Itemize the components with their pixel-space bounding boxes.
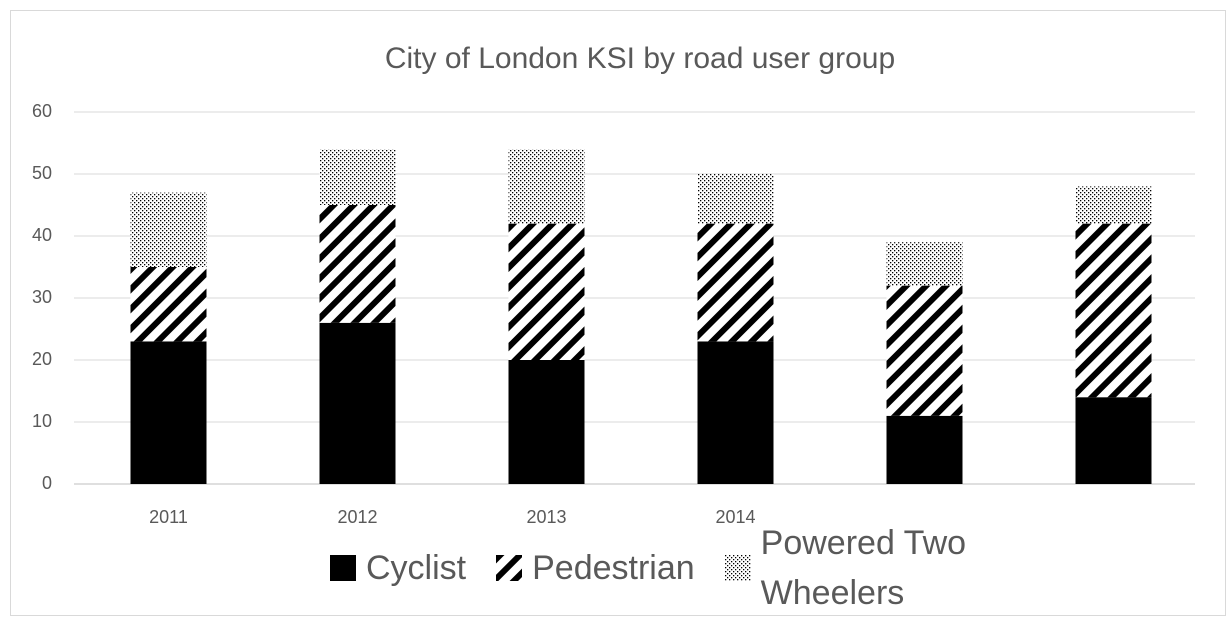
bar-segment [886, 415, 963, 484]
chart-border [10, 10, 1226, 616]
y-tick-label: 30 [32, 287, 52, 307]
bar-segment [130, 192, 207, 267]
bar-segment [886, 242, 963, 286]
legend-label: Powered Two Wheelers [760, 523, 967, 612]
y-tick-label: 60 [32, 101, 52, 121]
legend-label: Cyclist [366, 548, 467, 587]
x-tick-label: 2011 [149, 507, 188, 527]
legend-swatch-fill [330, 554, 356, 581]
bar-segment [130, 267, 207, 342]
y-tick-label: 50 [32, 163, 52, 183]
legend-swatch [330, 554, 356, 581]
x-tick-label: 2014 [715, 507, 755, 527]
legend-swatch [496, 554, 523, 581]
bar-segment [1075, 186, 1152, 224]
bar-segment [319, 322, 396, 484]
legend-item: Powered Two Wheelers [724, 518, 1011, 618]
y-tick-label: 40 [32, 225, 52, 245]
legend-item: Cyclist [330, 543, 466, 593]
legend-swatch-fill [724, 554, 751, 581]
y-tick-label: 10 [32, 411, 52, 431]
bar-segment [508, 223, 585, 360]
bar-segment [697, 174, 774, 224]
x-tick-label: 2013 [526, 507, 566, 527]
y-tick-label: 20 [32, 349, 52, 369]
legend-item: Pedestrian [496, 543, 695, 593]
legend-swatch [724, 554, 751, 581]
chart-title: City of London KSI by road user group [385, 42, 895, 75]
bar-segment [319, 149, 396, 205]
bar-segment [886, 285, 963, 416]
bar-segment [319, 205, 396, 323]
bar-segment [697, 341, 774, 484]
bar-segment [130, 341, 207, 484]
bar-segment [508, 149, 585, 224]
bar-segment [1075, 397, 1152, 484]
bar-segment [697, 223, 774, 342]
y-tick-label: 0 [42, 473, 52, 493]
legend-label: Pedestrian [532, 548, 695, 587]
bar-segment [508, 360, 585, 484]
legend: Cyclist Pedestrian Powered Two Wheelers [330, 520, 1210, 615]
bar-segment [1075, 223, 1152, 398]
x-tick-label: 2012 [337, 507, 377, 527]
legend-swatch-fill [496, 554, 523, 581]
